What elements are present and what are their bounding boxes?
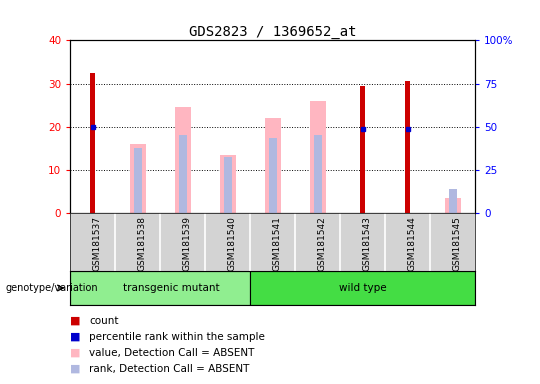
Text: GSM181539: GSM181539 [183,216,192,271]
Text: count: count [89,316,119,326]
Bar [449,189,457,213]
Bar [265,118,281,213]
Bar [250,271,475,305]
Bar [406,81,410,213]
Text: GSM181541: GSM181541 [273,216,282,271]
Bar [134,148,141,213]
Text: genotype/variation: genotype/variation [5,283,98,293]
Text: GSM181545: GSM181545 [453,216,462,271]
Text: ■: ■ [70,332,81,342]
Text: ■: ■ [70,364,81,374]
Bar [361,86,365,213]
Bar [179,136,187,213]
Text: GSM181540: GSM181540 [228,216,237,271]
Text: GSM181544: GSM181544 [408,216,417,271]
Text: ■: ■ [70,316,81,326]
Text: GSM181537: GSM181537 [93,216,102,271]
Text: percentile rank within the sample: percentile rank within the sample [89,332,265,342]
Text: transgenic mutant: transgenic mutant [123,283,220,293]
Bar [130,144,146,213]
Title: GDS2823 / 1369652_at: GDS2823 / 1369652_at [189,25,356,39]
Bar [310,101,326,213]
Text: rank, Detection Call = ABSENT: rank, Detection Call = ABSENT [89,364,249,374]
Bar [314,136,322,213]
Bar [445,198,461,213]
Bar [220,155,235,213]
Text: ■: ■ [70,348,81,358]
Text: GSM181542: GSM181542 [318,216,327,271]
Bar [269,137,277,213]
Text: wild type: wild type [339,283,387,293]
Bar [224,157,232,213]
Bar [175,107,191,213]
Text: GSM181538: GSM181538 [138,216,147,271]
Bar [91,73,95,213]
Text: value, Detection Call = ABSENT: value, Detection Call = ABSENT [89,348,254,358]
Text: GSM181543: GSM181543 [363,216,372,271]
Bar [70,271,250,305]
